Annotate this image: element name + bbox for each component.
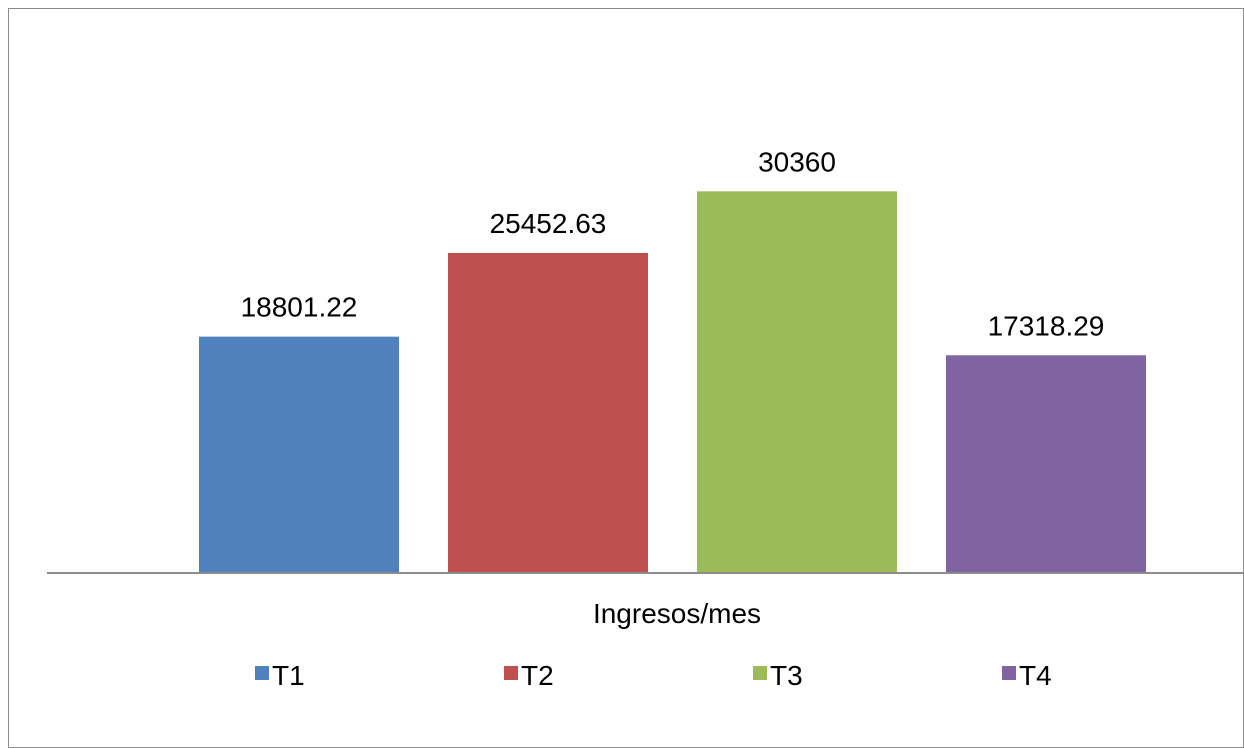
- bar-chart: 18801.22 25452.63 30360 17318.29 Ingresos/m…: [47, 146, 1244, 691]
- legend: T1 T2 T3 T4: [255, 660, 1052, 691]
- data-label-t4: 17318.29: [988, 310, 1105, 341]
- data-label-t1: 18801.22: [241, 292, 358, 323]
- legend-swatch-t4: [1002, 666, 1016, 680]
- bar-t1: [199, 336, 399, 573]
- legend-swatch-t2: [504, 666, 518, 680]
- bar-t4: [946, 355, 1146, 573]
- legend-swatch-t1: [255, 666, 269, 680]
- data-label-t3: 30360: [758, 146, 836, 177]
- data-labels-layer: 18801.22 25452.63 30360 17318.29: [241, 146, 1105, 341]
- legend-label-t4: T4: [1019, 660, 1052, 691]
- x-axis-title: Ingresos/mes: [593, 598, 761, 629]
- bars-layer: [199, 191, 1146, 573]
- legend-swatch-t3: [753, 666, 767, 680]
- legend-label-t1: T1: [272, 660, 305, 691]
- legend-label-t2: T2: [521, 660, 554, 691]
- data-label-t2: 25452.63: [490, 208, 607, 239]
- bar-t3: [697, 191, 897, 573]
- bar-t2: [448, 253, 648, 573]
- legend-label-t3: T3: [770, 660, 803, 691]
